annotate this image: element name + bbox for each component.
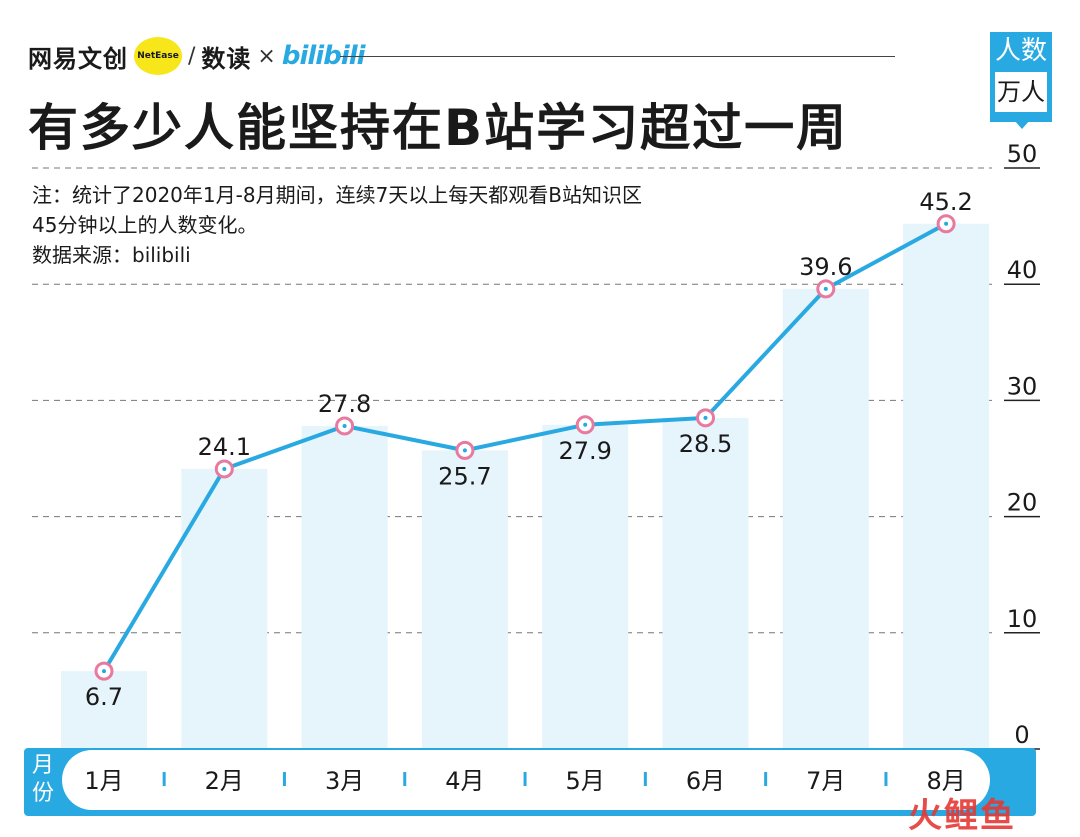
header-rule	[340, 56, 895, 57]
data-label: 6.7	[85, 683, 123, 711]
data-point-center	[583, 422, 588, 427]
data-point-center	[703, 415, 708, 420]
y-tick-label: 30	[1007, 372, 1038, 400]
bar	[421, 450, 508, 749]
data-label: 25.7	[438, 462, 491, 490]
y-tick-label: 50	[1007, 140, 1038, 168]
chart-notes: 注：统计了2020年1月-8月期间，连续7天以上每天都观看B站知识区 45分钟以…	[32, 180, 792, 270]
collab-times-icon: ×	[257, 43, 276, 69]
data-point-center	[944, 221, 949, 226]
data-label: 28.5	[679, 430, 732, 458]
bar	[61, 671, 147, 749]
bar	[662, 417, 749, 749]
data-label: 24.1	[198, 433, 251, 461]
data-point-center	[102, 669, 106, 674]
note-line: 45分钟以上的人数变化。	[32, 213, 258, 237]
y-tick-label: 40	[1007, 256, 1038, 284]
data-point-center	[823, 286, 828, 291]
y-tick-label: 10	[1007, 605, 1038, 633]
x-tick-label: 3月	[325, 767, 364, 795]
y-tick-label: 0	[1014, 721, 1029, 749]
x-axis-title: 月份	[31, 753, 54, 806]
watermark-logo: 火鲤鱼	[908, 796, 1016, 836]
unit-label: 人数	[994, 36, 1047, 66]
bar	[782, 288, 869, 749]
x-tick-label: 5月	[566, 767, 605, 795]
unit-value: 万人	[995, 72, 1047, 112]
x-tick-label: 4月	[445, 767, 484, 795]
data-label: 27.8	[318, 390, 371, 418]
chart-title: 有多少人能坚持在B站学习超过一周	[28, 99, 849, 157]
bar	[301, 425, 388, 749]
shudu-logo: 数读	[201, 44, 252, 73]
note-line: 注：统计了2020年1月-8月期间，连续7天以上每天都观看B站知识区	[32, 183, 643, 207]
netease-badge: NetEase	[134, 37, 182, 75]
bar	[542, 424, 629, 749]
bar	[903, 223, 990, 749]
x-tick-label: 1月	[84, 767, 123, 795]
series-line	[102, 222, 948, 673]
data-point-center	[342, 423, 347, 428]
source-line: 数据来源：bilibili	[32, 243, 191, 267]
unit-badge: 人数 万人	[990, 32, 1052, 122]
data-label: 45.2	[919, 188, 972, 216]
x-tick-label: 7月	[806, 767, 845, 795]
x-tick-label: 8月	[926, 767, 965, 795]
data-label: 27.9	[558, 437, 611, 465]
data-point-center	[462, 448, 467, 453]
data-label: 39.6	[799, 253, 852, 281]
x-tick-label: 2月	[205, 767, 244, 795]
brand-separator: /	[188, 43, 196, 69]
data-point-center	[222, 466, 227, 471]
x-tick-label: 6月	[686, 767, 725, 795]
netease-culture-logo: 网易文创	[28, 44, 128, 73]
unit-pointer-icon	[1014, 120, 1030, 129]
y-tick-label: 20	[1007, 489, 1038, 517]
